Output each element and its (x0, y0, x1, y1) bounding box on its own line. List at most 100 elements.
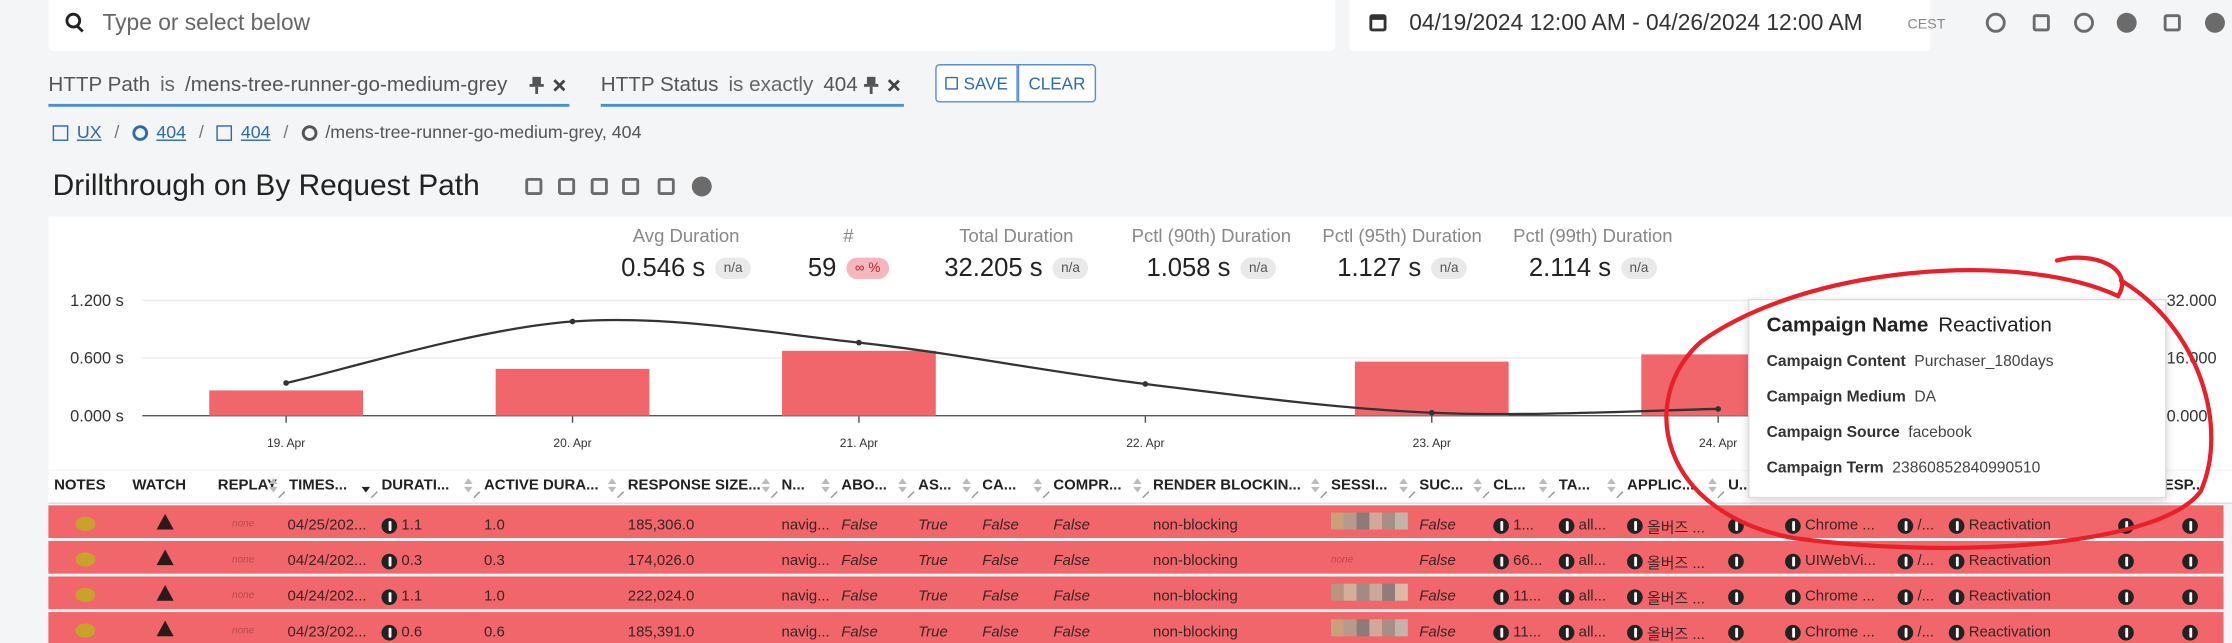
metric-badge: n/a (1052, 257, 1089, 280)
info-icon-dot (1734, 628, 1738, 638)
title-action[interactable] (656, 177, 676, 197)
metric-badge: n/a (1621, 257, 1657, 280)
column-header[interactable]: RENDER BLOCKIN... (1153, 476, 1301, 494)
table-cell: 0.6 (401, 623, 423, 641)
sort-arrow (607, 486, 617, 493)
sort-arrow (1133, 486, 1142, 493)
breadcrumb: UX / 404 / 404 / /mens-tree-runner-go-medium-g… (52, 122, 642, 143)
breadcrumb-link[interactable]: 404 (156, 122, 187, 143)
sort-arrow (1538, 478, 1548, 484)
column-header[interactable]: REPLAY (217, 476, 278, 494)
tooltip-row: Campaign Medium DA (1767, 389, 1937, 406)
table-row[interactable] (48, 576, 2224, 611)
breadcrumb-icon (216, 124, 233, 141)
title-action[interactable] (691, 176, 712, 197)
column-header[interactable]: APPLIC... (1627, 476, 1695, 494)
table-cell: False (841, 623, 878, 641)
pin-icon[interactable] (529, 76, 544, 94)
breadcrumb-separator: / (114, 122, 120, 143)
note-icon (75, 623, 96, 638)
column-header[interactable]: SUC... (1419, 476, 1464, 494)
column-header[interactable]: CA... (982, 476, 1017, 494)
sort-arrow (1708, 478, 1717, 484)
table-cell: all... (1578, 587, 1607, 605)
toolbar-button-shape (2205, 12, 2225, 33)
breadcrumb-icon (132, 124, 148, 141)
column-header[interactable]: ESP... (2163, 476, 2205, 494)
metric-label: # (843, 224, 854, 247)
metric-badge: n/a (715, 257, 752, 280)
table-cell: none (1330, 555, 1354, 566)
title-action[interactable] (589, 177, 609, 197)
search-box[interactable]: Type or select below (48, 0, 1336, 52)
table-cell: 66... (1513, 552, 1543, 570)
tooltip-value: 23860852840990510 (1892, 459, 2041, 477)
breadcrumb-link[interactable]: 404 (240, 122, 271, 143)
toolbar-button-shape (1985, 12, 2006, 33)
toolbar-button[interactable] (2116, 12, 2137, 33)
table-cell: Chrome ... (1804, 623, 1875, 641)
toolbar-button[interactable] (2031, 13, 2051, 33)
toolbar-button[interactable] (2205, 12, 2225, 33)
info-icon (2118, 589, 2134, 605)
table-cell: 04/23/202... (287, 623, 367, 641)
line-point (1715, 406, 1722, 412)
table-cell: 0.6 (483, 623, 505, 641)
toolbar-button[interactable] (2162, 13, 2182, 33)
column-header[interactable]: TIMES... (288, 476, 348, 494)
date-range[interactable]: 04/19/2024 12:00 AM - 04/26/2024 12:00 A… (1349, 0, 1945, 52)
table-cell: none (232, 555, 255, 566)
search-placeholder: Type or select below (102, 11, 311, 36)
breadcrumb-link[interactable]: UX (76, 122, 102, 143)
column-header[interactable]: NOTES (54, 476, 106, 494)
column-header[interactable]: TA... (1558, 476, 1591, 494)
sort-arrow (269, 478, 278, 484)
line-point (856, 339, 862, 346)
table-cell: non-blocking (1153, 623, 1238, 641)
sort-arrow (1133, 478, 1142, 484)
table-cell: Reactivation (1968, 587, 2051, 605)
column-header[interactable]: AS... (918, 476, 952, 494)
metric-value: 32.205 s (944, 253, 1043, 282)
bar (495, 368, 650, 416)
x-tick-label: 23. Apr (1413, 436, 1451, 450)
column-header[interactable]: RESPONSE SIZE... (627, 476, 761, 494)
table-cell: all... (1578, 516, 1607, 534)
table-cell: 04/24/202... (287, 587, 367, 605)
line-point (283, 380, 289, 386)
table-row[interactable] (48, 612, 2224, 643)
column-header[interactable]: CL... (1493, 476, 1526, 494)
info-icon-dot (1633, 592, 1637, 602)
button[interactable]: CLEAR (1017, 64, 1097, 103)
button[interactable]: SAVE (935, 64, 1018, 103)
toolbar-button-shape (2074, 12, 2094, 33)
table-cell: 11... (1513, 623, 1542, 641)
toolbar-button[interactable] (1985, 12, 2006, 33)
toolbar-button[interactable] (2074, 12, 2094, 33)
info-icon-dot (1903, 557, 1907, 566)
filter-chip[interactable]: HTTP Status is exactly 404 (600, 68, 904, 107)
info-icon-dot (1499, 628, 1503, 638)
info-icon (2118, 624, 2134, 641)
filter-value: /mens-tree-runner-go-medium-grey (184, 74, 508, 97)
title-action[interactable] (557, 177, 577, 197)
column-header[interactable]: N... (781, 476, 805, 494)
pin-icon[interactable] (864, 76, 879, 94)
column-header[interactable]: DURATI... (381, 476, 450, 494)
tooltip-label: Campaign Medium (1766, 388, 1906, 406)
column-header[interactable]: WATCH (132, 476, 187, 494)
title-action[interactable] (621, 177, 641, 197)
column-header[interactable]: ACTIVE DURA... (483, 476, 599, 494)
column-header[interactable]: COMPR... (1053, 476, 1122, 494)
info-icon (381, 553, 398, 570)
title-action[interactable] (524, 177, 544, 197)
metric: 1.058 s n/a (1146, 253, 1277, 283)
breadcrumb-separator: / (198, 122, 204, 143)
column-header[interactable]: ABO... (841, 476, 887, 494)
column-header[interactable]: SESSI... (1330, 476, 1388, 494)
sort-arrow (1033, 478, 1043, 484)
table-cell: non-blocking (1153, 516, 1238, 534)
table-cell: all... (1578, 552, 1607, 570)
filter-chip[interactable]: HTTP Path is/mens-tree-runner-go-medium-g… (48, 68, 570, 107)
info-icon (1785, 589, 1801, 605)
